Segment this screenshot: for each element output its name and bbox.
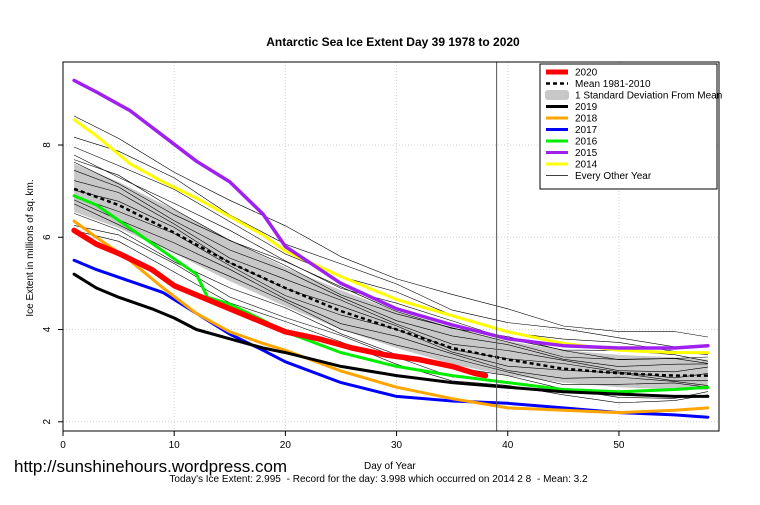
x-tick-label: 50 bbox=[613, 440, 625, 451]
legend-box bbox=[539, 63, 718, 190]
other-year-line bbox=[74, 159, 708, 361]
other-year-line bbox=[73, 203, 708, 388]
other-year-line bbox=[74, 136, 708, 348]
y-tick-label: 6 bbox=[42, 234, 53, 240]
y-tick-label: 4 bbox=[42, 326, 53, 332]
x-axis-label: Day of Year bbox=[364, 461, 416, 472]
legend-label: 2015 bbox=[575, 148, 598, 159]
legend-label: 2018 bbox=[575, 114, 598, 125]
chart-title: Antarctic Sea Ice Extent Day 39 1978 to … bbox=[266, 35, 520, 49]
other-year-line bbox=[74, 230, 708, 404]
y-axis: 2 4 6 8 bbox=[42, 142, 63, 425]
legend-swatch bbox=[545, 90, 569, 100]
y-axis-label: Ice Extent in millions of sq. km. bbox=[25, 179, 36, 316]
other-year-line bbox=[73, 146, 708, 355]
y-tick-label: 2 bbox=[42, 419, 53, 425]
legend-label: 1 Standard Deviation From Mean bbox=[575, 91, 722, 102]
y-tick-label: 8 bbox=[42, 142, 53, 148]
legend-label: 2014 bbox=[575, 160, 598, 171]
x-tick-label: 10 bbox=[169, 440, 181, 451]
other-year-line bbox=[74, 189, 708, 379]
x-tick-label: 0 bbox=[60, 440, 66, 451]
std-deviation-band bbox=[74, 163, 708, 390]
x-tick-label: 40 bbox=[502, 440, 514, 451]
series-2015 bbox=[72, 78, 710, 350]
series-2020 bbox=[71, 227, 489, 379]
legend-label: 2020 bbox=[575, 68, 598, 79]
std-band-area bbox=[74, 163, 708, 390]
watermark-url: http://sunshinehours.wordpress.com bbox=[14, 457, 288, 476]
x-tick-label: 30 bbox=[391, 440, 403, 451]
series-2019 bbox=[72, 272, 710, 398]
other-year-line bbox=[73, 115, 708, 338]
other-year-line bbox=[73, 170, 708, 367]
every-other-year-lines bbox=[73, 115, 708, 404]
series-lines bbox=[71, 78, 710, 419]
legend-label: Mean 1981-2010 bbox=[575, 79, 651, 90]
x-axis: 0 10 20 30 40 50 bbox=[60, 431, 625, 451]
other-year-line bbox=[74, 180, 708, 373]
legend-label: Every Other Year bbox=[575, 171, 652, 182]
mean-path bbox=[73, 187, 708, 377]
legend-label: 2019 bbox=[575, 102, 598, 113]
todays-extent: Today's Ice Extent: 2.995 bbox=[169, 474, 281, 485]
mean-line bbox=[73, 187, 708, 377]
other-year-line bbox=[73, 199, 708, 386]
plot-frame bbox=[62, 61, 720, 432]
x-tick-label: 20 bbox=[280, 440, 292, 451]
footer-stats: Today's Ice Extent: 2.995 - Record for t… bbox=[0, 474, 760, 485]
record-day: - Record for the day: 3.998 which occurr… bbox=[286, 474, 532, 485]
legend-label: 2017 bbox=[575, 125, 598, 136]
mean-value: - Mean: 3.2 bbox=[536, 474, 588, 485]
legend-label: 2016 bbox=[575, 137, 598, 148]
